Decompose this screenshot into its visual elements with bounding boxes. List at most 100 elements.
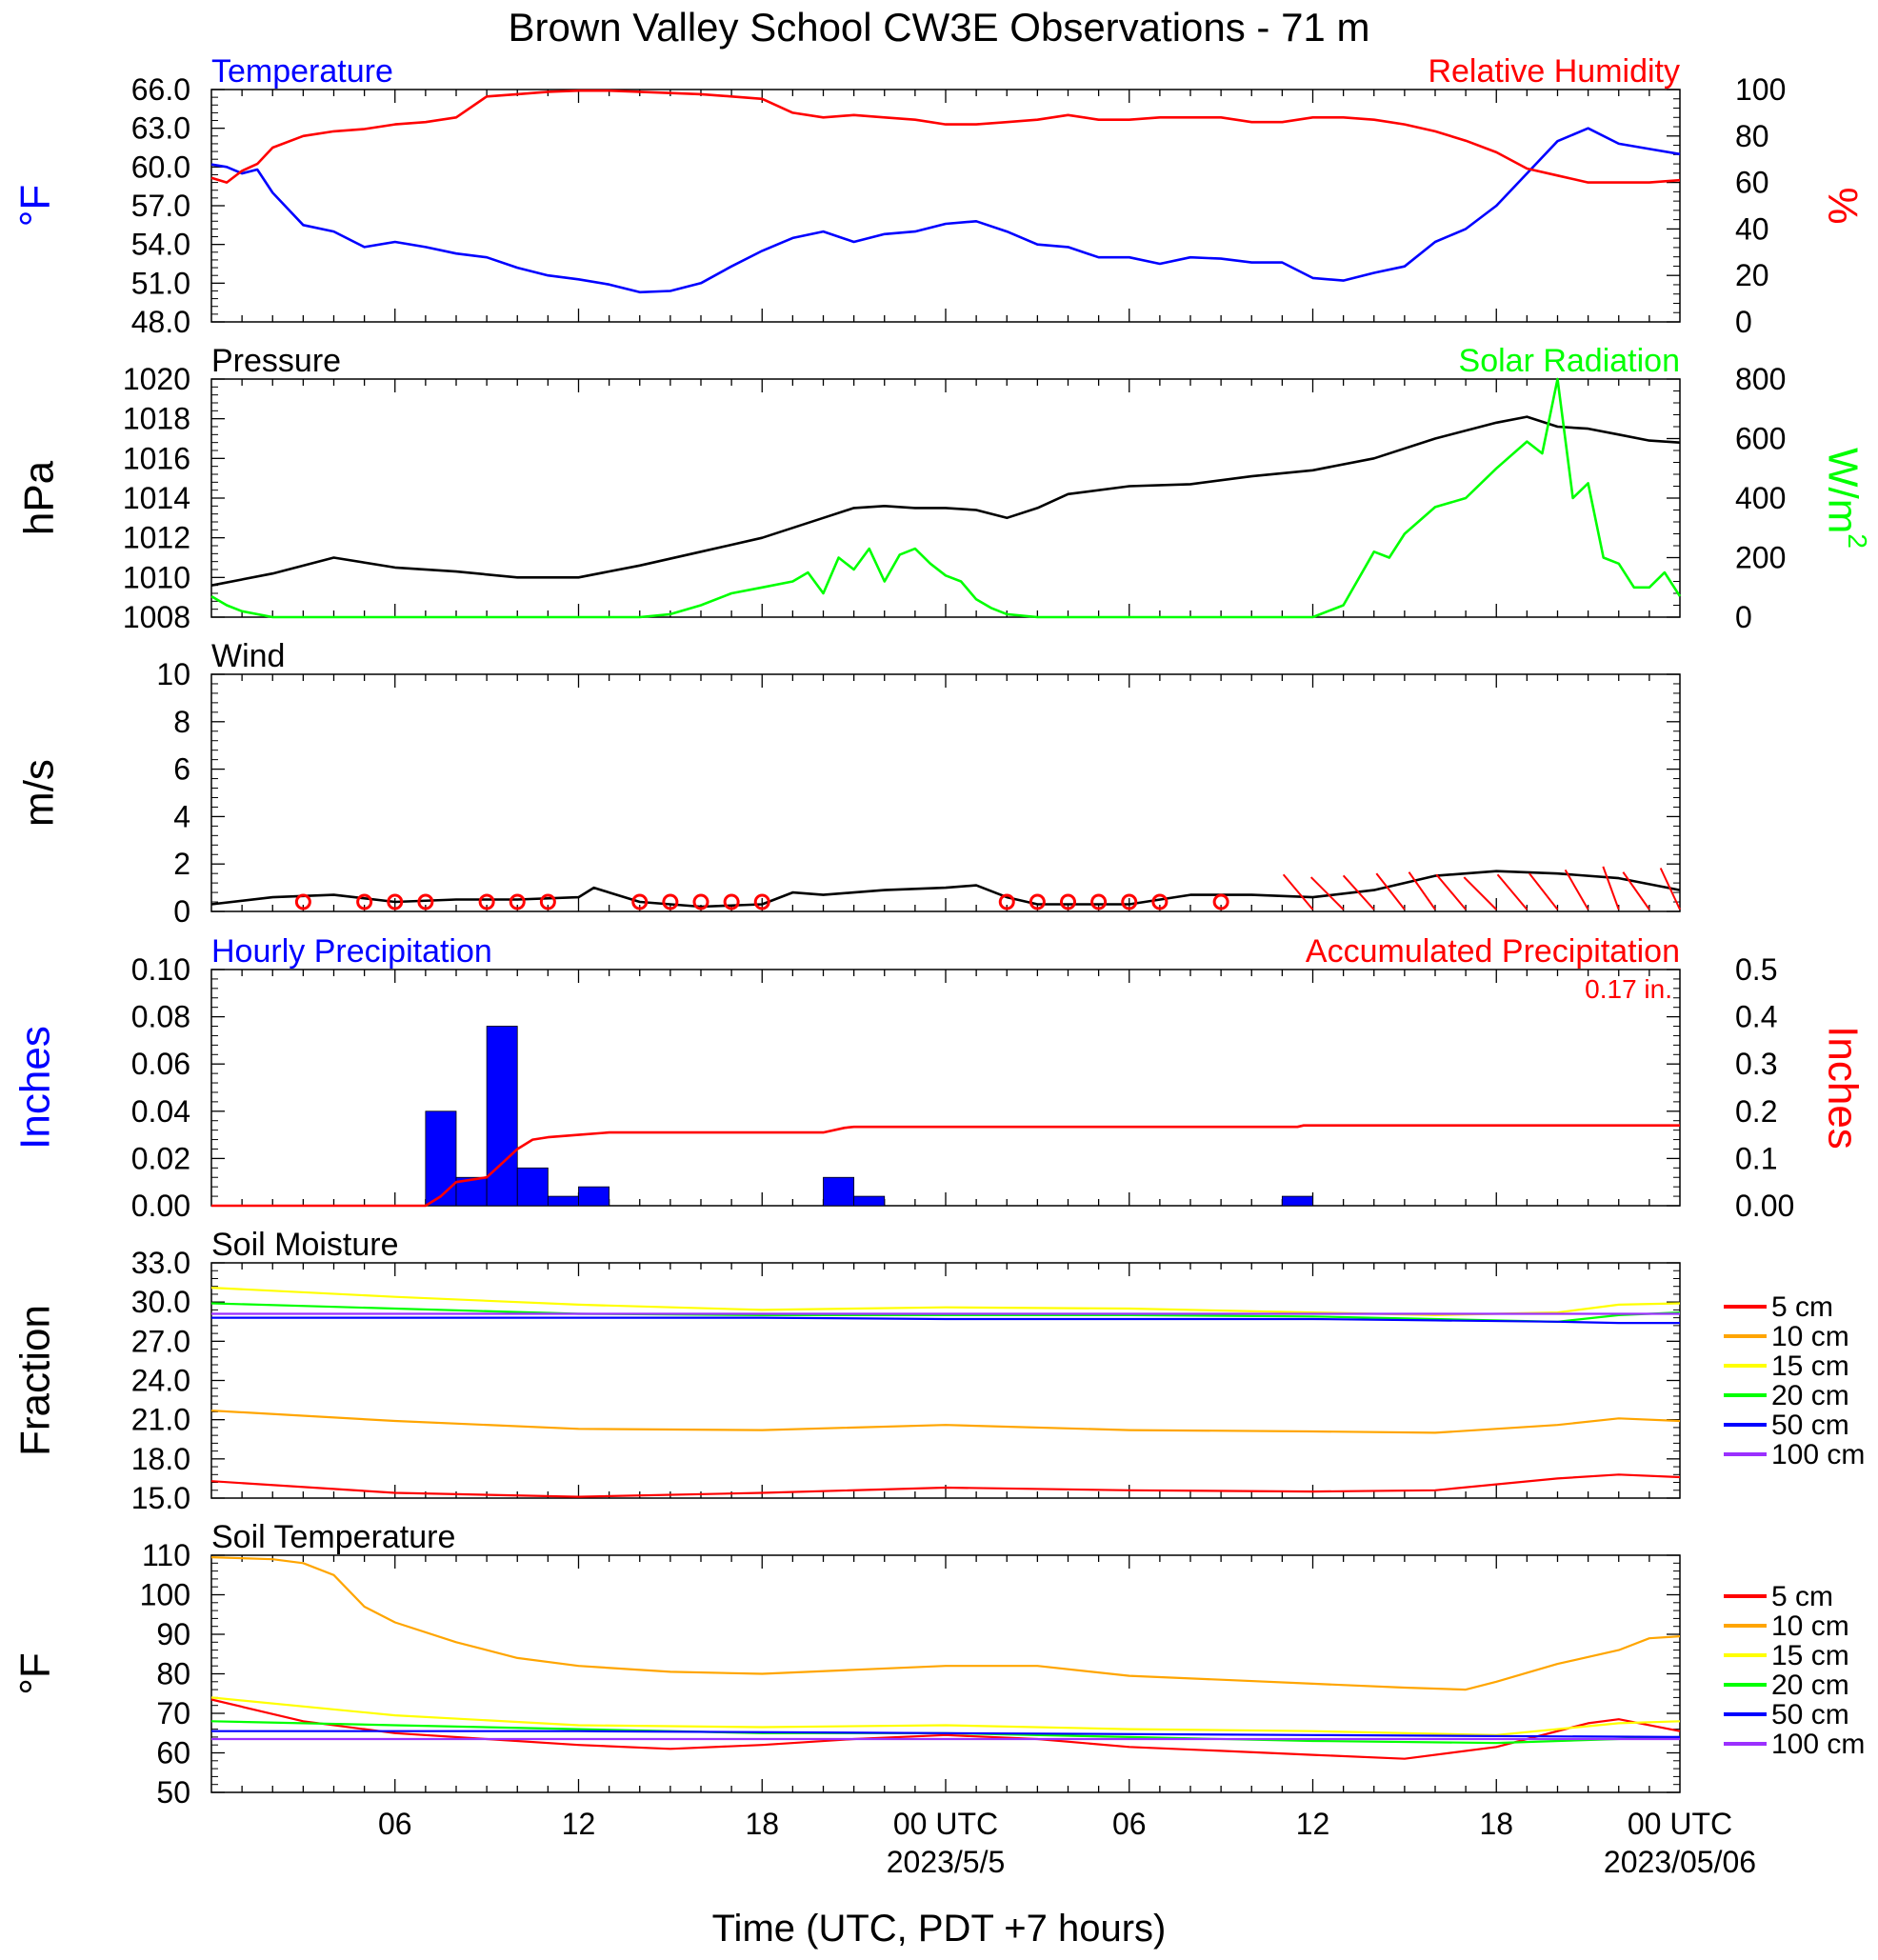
wind-barb bbox=[1659, 868, 1681, 910]
y-tick-label-left: 66.0 bbox=[131, 72, 190, 107]
y-tick-label-left: 1014 bbox=[123, 481, 190, 515]
calm-wind-circle bbox=[1121, 893, 1138, 910]
wind-barb bbox=[1282, 873, 1314, 910]
x-tick-label: 06 bbox=[1112, 1807, 1147, 1841]
x-tick-label: 12 bbox=[562, 1807, 596, 1841]
y-tick-label-left: 0.02 bbox=[131, 1141, 190, 1175]
series-line bbox=[210, 870, 1681, 909]
y-tick-label-left: 60 bbox=[156, 1736, 190, 1770]
y-axis-label-left: Fraction bbox=[12, 1305, 59, 1456]
wind-barb bbox=[1342, 874, 1375, 910]
legend-label: 100 cm bbox=[1771, 1439, 1865, 1470]
y-tick-label-left: 1018 bbox=[123, 402, 190, 436]
y-tick-label-left: 8 bbox=[173, 705, 190, 739]
legend-label: 5 cm bbox=[1771, 1291, 1833, 1323]
series-line bbox=[210, 1287, 1681, 1317]
wind-barb bbox=[1309, 876, 1345, 910]
x-tick-label: 18 bbox=[1479, 1807, 1513, 1841]
calm-wind-circle bbox=[1029, 893, 1046, 910]
wind-barb bbox=[1564, 869, 1589, 910]
y-tick-label-left: 15.0 bbox=[131, 1481, 190, 1515]
wind-barb bbox=[1496, 873, 1528, 910]
series-line bbox=[210, 1556, 1681, 1691]
x-tick-label: 18 bbox=[745, 1807, 779, 1841]
panel-soil-moisture: 15.0 18.0 21.0 24.0 27.0 30.0 33.0 Soil Moistur… bbox=[12, 1227, 1866, 1515]
y-tick-label-left: 10 bbox=[156, 657, 190, 691]
y-tick-label-left: 1016 bbox=[123, 441, 190, 475]
precip-bar bbox=[547, 1195, 579, 1207]
x-tick-label: 00 UTC bbox=[1628, 1807, 1732, 1841]
wind-barb bbox=[1435, 873, 1467, 910]
y-tick-label-left: 0.08 bbox=[131, 1000, 190, 1034]
panel-title-left: Soil Moisture bbox=[211, 1227, 399, 1263]
series-line bbox=[211, 1316, 1680, 1325]
y-axis-label-left: hPa bbox=[16, 460, 63, 535]
y-tick-label-left: 51.0 bbox=[131, 266, 190, 300]
y-axis-label-right: Inches bbox=[1819, 1026, 1866, 1150]
y-tick-label-left: 1020 bbox=[123, 362, 190, 396]
precip-bar bbox=[853, 1195, 886, 1207]
legend-label: 10 cm bbox=[1771, 1610, 1849, 1642]
panel-temperature-humidity: 48.0 51.0 54.0 57.0 60.0 63.0 66.0 0 20 40 60 80 100… bbox=[12, 53, 1867, 339]
calm-wind-circle bbox=[1060, 893, 1076, 910]
legend-label: 15 cm bbox=[1771, 1350, 1849, 1382]
panel-frame bbox=[210, 1554, 1681, 1793]
precip-bar bbox=[823, 1176, 855, 1207]
precip-bar bbox=[486, 1026, 518, 1207]
y-tick-label-left: 80 bbox=[156, 1657, 190, 1691]
legend-label: 50 cm bbox=[1771, 1410, 1849, 1441]
panel-frame bbox=[210, 378, 1681, 618]
calm-wind-circle bbox=[753, 893, 770, 910]
series-line bbox=[211, 1730, 1681, 1739]
y-tick-label-right: 0.3 bbox=[1735, 1047, 1777, 1081]
series-line bbox=[210, 127, 1681, 294]
y-tick-label-right: 0 bbox=[1735, 305, 1752, 339]
y-tick-label-right: 0 bbox=[1735, 600, 1752, 634]
y-tick-label-right: 80 bbox=[1735, 119, 1769, 153]
y-tick-label-left: 6 bbox=[173, 752, 190, 787]
chart-title: Brown Valley School CW3E Observations - … bbox=[509, 5, 1370, 50]
wind-barb bbox=[1375, 872, 1406, 910]
series-line bbox=[210, 1696, 1681, 1736]
y-tick-label-left: 100 bbox=[140, 1578, 190, 1612]
y-axis-label-left: °F bbox=[12, 185, 59, 227]
wind-barb bbox=[1528, 872, 1559, 910]
wind-barb bbox=[1408, 871, 1436, 910]
legend-label: 15 cm bbox=[1771, 1640, 1849, 1671]
series-line bbox=[210, 415, 1681, 587]
y-tick-label-left: 30.0 bbox=[131, 1285, 190, 1319]
panel-title-left: Wind bbox=[211, 638, 285, 674]
panel-title-right: Solar Radiation bbox=[1459, 343, 1680, 379]
y-axis-label-right: W/m2 bbox=[1819, 448, 1871, 549]
accumulated-precip-line bbox=[211, 1124, 1680, 1208]
precip-bar bbox=[516, 1167, 549, 1207]
calm-wind-circle bbox=[387, 893, 404, 910]
y-tick-label-left: 27.0 bbox=[131, 1324, 190, 1358]
legend-label: 20 cm bbox=[1771, 1670, 1849, 1701]
x-axis-label: Time (UTC, PDT +7 hours) bbox=[712, 1908, 1167, 1950]
y-tick-label-left: 1012 bbox=[123, 521, 190, 555]
y-axis-label-left: °F bbox=[12, 1652, 59, 1694]
precip-bar bbox=[578, 1186, 610, 1207]
calm-wind-circle bbox=[998, 893, 1015, 910]
y-tick-label-left: 0.04 bbox=[131, 1094, 190, 1129]
y-tick-label-right: 400 bbox=[1735, 481, 1786, 515]
legend-label: 20 cm bbox=[1771, 1380, 1849, 1411]
y-tick-label-left: 50 bbox=[156, 1775, 190, 1810]
y-tick-label-right: 0.2 bbox=[1735, 1094, 1777, 1129]
calm-wind-circle bbox=[478, 893, 495, 910]
y-tick-label-right: 0.00 bbox=[1735, 1189, 1794, 1223]
y-tick-label-left: 2 bbox=[173, 847, 190, 881]
panel-title-right: Accumulated Precipitation bbox=[1306, 933, 1680, 970]
calm-wind-circle bbox=[1090, 893, 1108, 910]
y-axis-label-right: % bbox=[1819, 187, 1866, 224]
x-tick-date: 2023/05/06 bbox=[1604, 1845, 1756, 1879]
calm-wind-circle bbox=[1212, 893, 1229, 910]
panel-wind: 0 2 4 6 8 10 Wind m/s bbox=[16, 638, 1681, 929]
panel-title-left: Hourly Precipitation bbox=[211, 933, 492, 970]
x-tick-label: 12 bbox=[1296, 1807, 1330, 1841]
wind-barb bbox=[1602, 866, 1620, 910]
y-tick-label-left: 0.00 bbox=[131, 1189, 190, 1223]
panels: 48.051.054.057.060.063.066.0020406080100… bbox=[12, 53, 1872, 1810]
